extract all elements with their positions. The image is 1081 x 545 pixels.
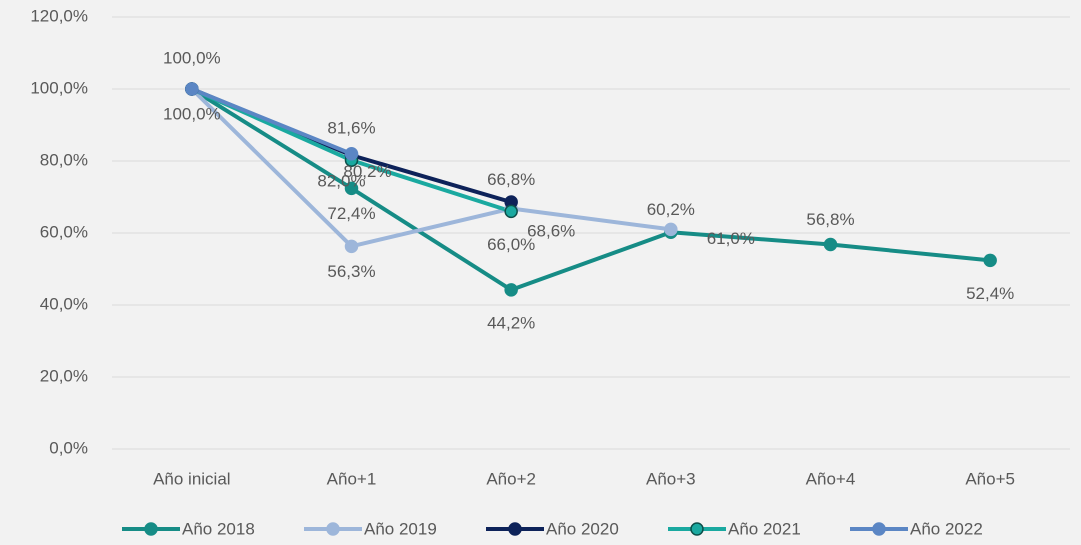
legend-label: Año 2020 [546,519,619,538]
x-tick-label: Año+1 [327,469,377,488]
data-point [344,147,359,161]
data-label: 80,2% [343,162,391,181]
data-label: 61,0% [707,229,755,248]
data-point [504,283,518,297]
data-point [664,222,678,237]
data-point [344,239,359,254]
y-tick-label: 80,0% [40,150,88,169]
y-tick-label: 120,0% [30,6,88,25]
data-point [823,237,838,252]
legend-marker [872,522,886,536]
x-tick-label: Año+3 [646,469,696,488]
x-tick-label: Año+2 [486,469,536,488]
data-label: 52,4% [966,284,1014,303]
data-label: 68,6% [527,222,575,241]
data-point [344,181,359,196]
legend-marker [144,522,158,536]
data-label: 72,4% [327,204,375,223]
legend-label: Año 2019 [364,519,437,538]
y-tick-label: 20,0% [40,366,88,385]
data-label: 82,0% [317,171,365,190]
data-label: 44,2% [487,313,535,332]
x-tick-label: Año+5 [965,469,1015,488]
legend-marker [508,522,522,536]
x-tick-label: Año+4 [806,469,856,488]
data-label: 100,0% [163,48,221,67]
legend-marker [690,522,704,536]
data-point [983,253,997,268]
data-point [504,204,518,219]
data-label: 56,3% [327,262,375,281]
y-tick-label: 100,0% [30,78,88,97]
data-point [185,82,199,96]
data-label: 81,6% [327,119,375,138]
data-label: 100,0% [163,104,221,123]
data-label: 66,0% [487,235,535,254]
data-label: 56,8% [806,210,854,229]
data-label: 66,8% [487,170,535,189]
legend-label: Año 2022 [910,519,983,538]
data-label: 60,2% [647,200,695,219]
y-tick-label: 40,0% [40,294,88,313]
legend-label: Año 2021 [728,519,801,538]
series-line [190,87,672,249]
legend-marker [326,522,340,536]
legend-label: Año 2018 [182,519,255,538]
y-tick-label: 0,0% [49,438,88,457]
y-tick-label: 60,0% [40,222,88,241]
series-line [191,87,353,156]
series-line [190,87,991,292]
x-tick-label: Año inicial [153,469,231,488]
